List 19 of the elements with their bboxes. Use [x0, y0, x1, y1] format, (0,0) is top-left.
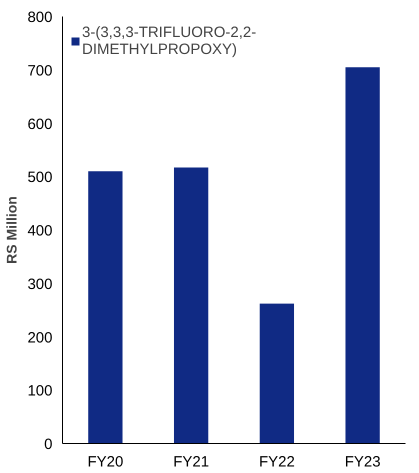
y-tick-label: 400 [27, 222, 53, 240]
x-tick-label: FY23 [344, 454, 381, 470]
y-tick-label: 600 [27, 116, 53, 133]
bar [174, 168, 208, 444]
bar [260, 304, 294, 444]
x-tick-label: FY21 [173, 454, 210, 470]
y-tick-label: 300 [27, 276, 53, 293]
y-tick-label: 100 [27, 382, 53, 400]
y-tick-label: 700 [27, 62, 53, 80]
y-tick-label: 200 [27, 329, 53, 346]
y-axis-title: RS Million [3, 196, 20, 264]
y-tick-label: 800 [27, 9, 53, 26]
x-tick-label: FY22 [258, 454, 295, 470]
y-tick-label: 0 [44, 436, 52, 453]
bar [88, 171, 123, 444]
bar [345, 67, 380, 444]
y-tick-label: 500 [27, 169, 53, 186]
legend-label: 3-(3,3,3-TRIFLUORO-2,2-DIMETHYLPROPOXY) [82, 24, 256, 58]
x-tick-label: FY20 [87, 454, 124, 470]
